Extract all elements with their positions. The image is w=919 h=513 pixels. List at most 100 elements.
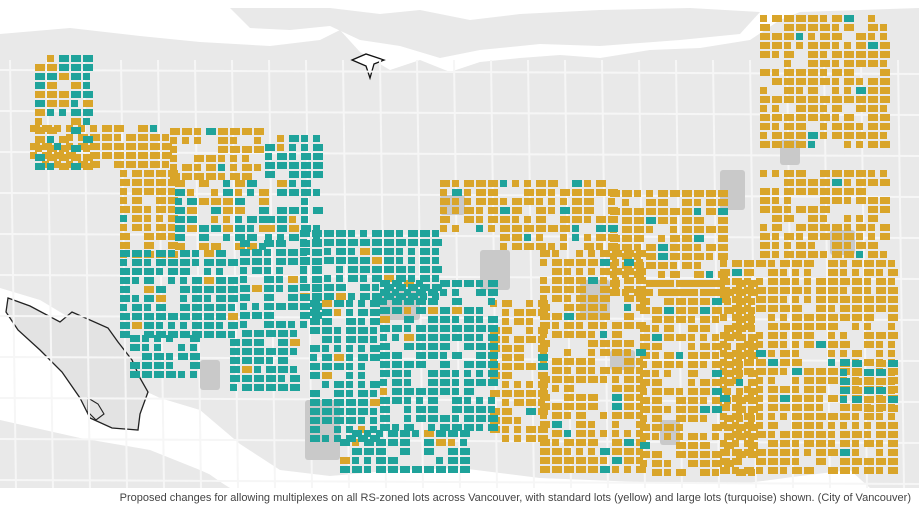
standard-lot bbox=[676, 424, 683, 431]
standard-lot bbox=[670, 208, 680, 215]
large-lot bbox=[340, 466, 350, 473]
standard-lot bbox=[864, 260, 874, 267]
large-lot bbox=[266, 366, 276, 373]
large-lot bbox=[420, 284, 430, 291]
standard-lot bbox=[832, 51, 842, 58]
standard-lot bbox=[772, 42, 782, 49]
standard-lot bbox=[536, 234, 543, 241]
land-south-strip bbox=[0, 420, 240, 488]
standard-lot bbox=[820, 206, 830, 213]
standard-lot bbox=[724, 433, 734, 440]
standard-lot bbox=[538, 399, 545, 406]
standard-lot bbox=[120, 242, 130, 249]
standard-lot bbox=[640, 388, 647, 395]
standard-lot bbox=[254, 146, 264, 153]
standard-lot bbox=[664, 334, 674, 341]
standard-lot bbox=[808, 188, 818, 195]
large-lot bbox=[190, 362, 200, 369]
large-lot bbox=[404, 343, 414, 350]
standard-lot bbox=[42, 143, 52, 150]
standard-lot bbox=[756, 431, 766, 438]
standard-lot bbox=[588, 466, 598, 473]
standard-lot bbox=[792, 395, 802, 402]
standard-lot bbox=[588, 430, 595, 437]
standard-lot bbox=[828, 350, 835, 357]
standard-lot bbox=[792, 287, 802, 294]
standard-lot bbox=[588, 268, 595, 275]
standard-lot bbox=[175, 243, 185, 250]
large-lot bbox=[348, 257, 358, 264]
standard-lot bbox=[624, 430, 631, 437]
large-lot bbox=[144, 277, 154, 284]
large-lot bbox=[192, 277, 202, 284]
standard-lot bbox=[780, 305, 790, 312]
large-lot bbox=[392, 370, 402, 377]
standard-lot bbox=[832, 78, 839, 85]
standard-lot bbox=[500, 216, 510, 223]
large-lot bbox=[190, 335, 200, 342]
standard-lot bbox=[768, 449, 778, 456]
standard-lot bbox=[706, 226, 716, 233]
standard-lot bbox=[576, 304, 586, 311]
standard-lot bbox=[564, 295, 571, 302]
large-lot bbox=[404, 370, 411, 377]
standard-lot bbox=[514, 435, 521, 442]
standard-lot bbox=[120, 224, 127, 231]
large-lot bbox=[71, 64, 81, 71]
standard-lot bbox=[676, 406, 686, 413]
standard-lot bbox=[552, 403, 562, 410]
standard-lot bbox=[640, 361, 647, 368]
large-lot bbox=[464, 388, 474, 395]
standard-lot bbox=[772, 114, 782, 121]
standard-lot bbox=[706, 280, 716, 287]
standard-lot bbox=[277, 144, 284, 151]
large-lot bbox=[600, 259, 610, 266]
large-lot bbox=[259, 243, 266, 250]
standard-lot bbox=[170, 155, 177, 162]
large-lot bbox=[290, 384, 300, 391]
standard-lot bbox=[600, 277, 607, 284]
standard-lot bbox=[199, 243, 209, 250]
standard-lot bbox=[102, 143, 112, 150]
standard-lot bbox=[688, 442, 698, 449]
large-lot bbox=[252, 312, 262, 319]
standard-lot bbox=[856, 132, 866, 139]
large-lot bbox=[346, 309, 353, 316]
large-lot bbox=[404, 424, 414, 431]
standard-lot bbox=[564, 376, 574, 383]
large-lot bbox=[247, 216, 257, 223]
large-lot bbox=[230, 339, 240, 346]
north-shore-outline bbox=[350, 53, 386, 81]
large-lot bbox=[175, 225, 185, 232]
standard-lot bbox=[610, 244, 620, 251]
standard-lot bbox=[218, 173, 225, 180]
large-lot bbox=[440, 370, 450, 377]
large-lot bbox=[452, 415, 459, 422]
large-lot bbox=[856, 251, 863, 258]
standard-lot bbox=[868, 24, 878, 31]
standard-lot bbox=[804, 413, 814, 420]
large-lot bbox=[142, 344, 149, 351]
standard-lot bbox=[572, 207, 582, 214]
standard-lot bbox=[564, 268, 571, 275]
standard-lot bbox=[876, 449, 883, 456]
large-lot bbox=[156, 259, 166, 266]
large-lot bbox=[392, 361, 402, 368]
large-lot bbox=[396, 230, 403, 237]
standard-lot bbox=[289, 225, 299, 232]
standard-lot bbox=[772, 105, 779, 112]
standard-lot bbox=[844, 141, 851, 148]
standard-lot bbox=[66, 161, 73, 168]
standard-lot bbox=[440, 225, 447, 232]
standard-lot bbox=[138, 125, 148, 132]
large-lot bbox=[324, 239, 334, 246]
large-lot bbox=[464, 406, 474, 413]
standard-lot bbox=[688, 307, 698, 314]
large-lot bbox=[312, 266, 322, 273]
standard-lot bbox=[636, 430, 643, 437]
standard-lot bbox=[682, 208, 692, 215]
standard-lot bbox=[664, 469, 671, 476]
standard-lot bbox=[452, 180, 459, 187]
standard-lot bbox=[610, 235, 620, 242]
large-lot bbox=[348, 239, 358, 246]
